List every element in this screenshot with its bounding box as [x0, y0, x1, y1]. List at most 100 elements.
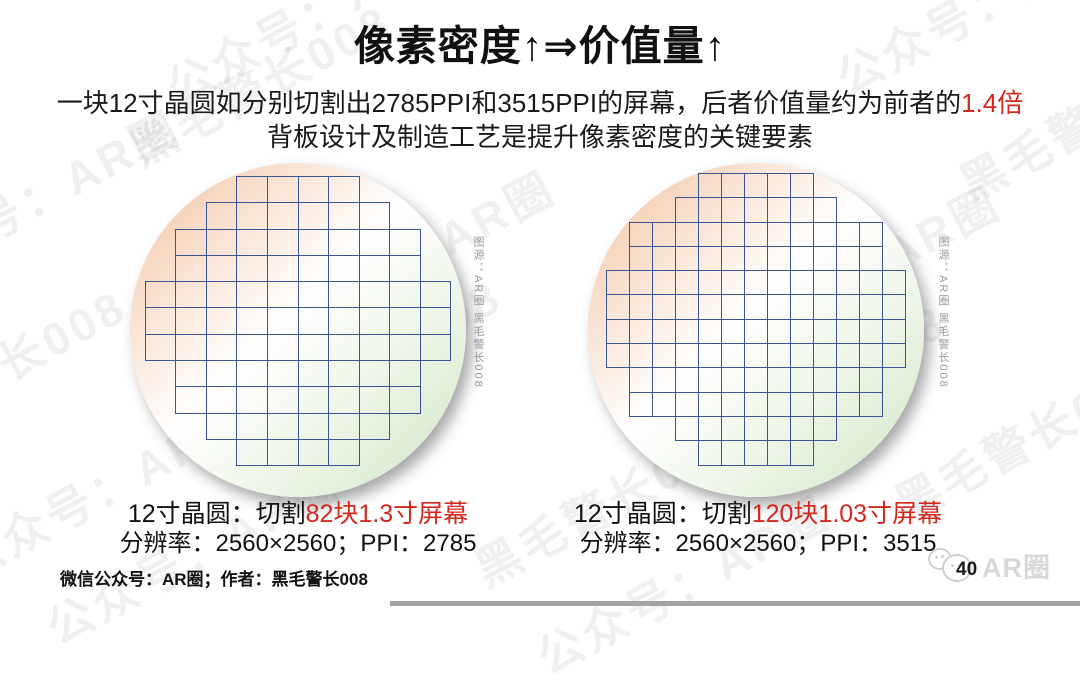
wafer-left-die-grid — [144, 176, 452, 467]
die-cell — [721, 343, 745, 369]
die-cell — [767, 294, 791, 320]
footer-credit: 微信公众号：AR圈；作者：黑毛警长008 — [60, 570, 368, 589]
die-cell — [698, 197, 722, 223]
die-cell — [813, 270, 837, 296]
die-row — [236, 176, 360, 204]
die-cell — [675, 318, 699, 345]
die-cell — [859, 294, 883, 320]
die-cell — [813, 343, 837, 369]
die-cell — [266, 307, 299, 335]
die-cell — [328, 412, 360, 440]
die-cell — [744, 415, 768, 442]
die-cell — [652, 245, 676, 272]
wafer-diagram-left — [130, 163, 466, 497]
subtitle-line1-highlight: 1.4倍 — [961, 88, 1024, 118]
die-cell — [358, 307, 391, 335]
die-cell — [205, 202, 238, 230]
die-row — [629, 391, 883, 417]
die-cell — [205, 254, 238, 283]
die-cell — [767, 221, 791, 247]
subtitle: 一块12寸晶圆如分别切割出2785PPI和3515PPI的屏幕，后者价值量约为前… — [0, 86, 1080, 154]
die-row — [144, 307, 452, 335]
die-cell — [236, 228, 268, 256]
die-cell — [652, 343, 676, 369]
die-cell — [813, 367, 837, 393]
die-cell — [144, 281, 177, 309]
die-cell — [790, 318, 814, 345]
die-cell — [721, 318, 745, 345]
die-row — [175, 360, 421, 388]
die-cell — [629, 391, 653, 417]
die-cell — [675, 343, 699, 369]
subtitle-line2: 背板设计及制造工艺是提升像素密度的关键要素 — [266, 122, 813, 152]
die-cell — [328, 254, 360, 283]
die-cell — [767, 173, 791, 199]
die-cell — [419, 333, 452, 362]
die-cell — [767, 391, 791, 417]
die-cell — [698, 440, 722, 466]
die-cell — [836, 391, 860, 417]
die-cell — [297, 202, 330, 230]
die-cell — [698, 343, 722, 369]
die-cell — [629, 270, 653, 296]
die-cell — [882, 294, 906, 320]
page-number: 40 — [956, 559, 978, 580]
die-cell — [790, 245, 814, 272]
die-cell — [266, 228, 299, 256]
die-cell — [236, 438, 268, 467]
die-cell — [236, 202, 268, 230]
die-cell — [297, 176, 330, 204]
die-cell — [389, 386, 421, 414]
die-cell — [790, 343, 814, 369]
die-row — [675, 415, 837, 442]
die-cell — [675, 197, 699, 223]
image-source-note-left: 图源：AR圈 黑毛警长008 — [472, 236, 484, 389]
die-cell — [652, 318, 676, 345]
ar-circle-logo-text: AR圈 — [982, 553, 1051, 583]
die-cell — [744, 440, 768, 466]
die-cell — [297, 360, 330, 388]
die-cell — [266, 202, 299, 230]
die-cell — [358, 412, 391, 440]
die-cell — [205, 281, 238, 309]
die-cell — [698, 173, 722, 199]
die-row — [606, 294, 906, 320]
die-cell — [175, 386, 207, 414]
die-cell — [236, 333, 268, 362]
die-cell — [744, 391, 768, 417]
die-cell — [358, 202, 391, 230]
die-cell — [790, 391, 814, 417]
subtitle-line1-text: 一块12寸晶圆如分别切割出2785PPI和3515PPI的屏幕，后者价值量约为前… — [56, 88, 962, 118]
die-cell — [236, 412, 268, 440]
die-cell — [629, 343, 653, 369]
die-cell — [836, 343, 860, 369]
die-cell — [652, 270, 676, 296]
die-cell — [767, 415, 791, 442]
die-cell — [652, 391, 676, 417]
die-cell — [813, 197, 837, 223]
die-cell — [297, 281, 330, 309]
die-row — [236, 438, 360, 467]
image-source-note-right: 图源：AR圈 黑毛警长008 — [937, 236, 949, 389]
die-cell — [859, 367, 883, 393]
die-cell — [744, 197, 768, 223]
die-cell — [790, 294, 814, 320]
die-row — [144, 333, 452, 362]
die-cell — [721, 367, 745, 393]
die-cell — [767, 318, 791, 345]
die-cell — [419, 307, 452, 335]
die-cell — [266, 254, 299, 283]
die-cell — [859, 343, 883, 369]
wechat-bubble-big — [942, 554, 972, 582]
die-cell — [297, 438, 330, 467]
die-cell — [175, 228, 207, 256]
die-row — [606, 318, 906, 345]
die-cell — [813, 221, 837, 247]
die-cell — [721, 173, 745, 199]
die-cell — [721, 391, 745, 417]
die-cell — [175, 360, 207, 388]
die-cell — [744, 245, 768, 272]
die-cell — [266, 360, 299, 388]
die-cell — [175, 281, 207, 309]
die-cell — [836, 294, 860, 320]
